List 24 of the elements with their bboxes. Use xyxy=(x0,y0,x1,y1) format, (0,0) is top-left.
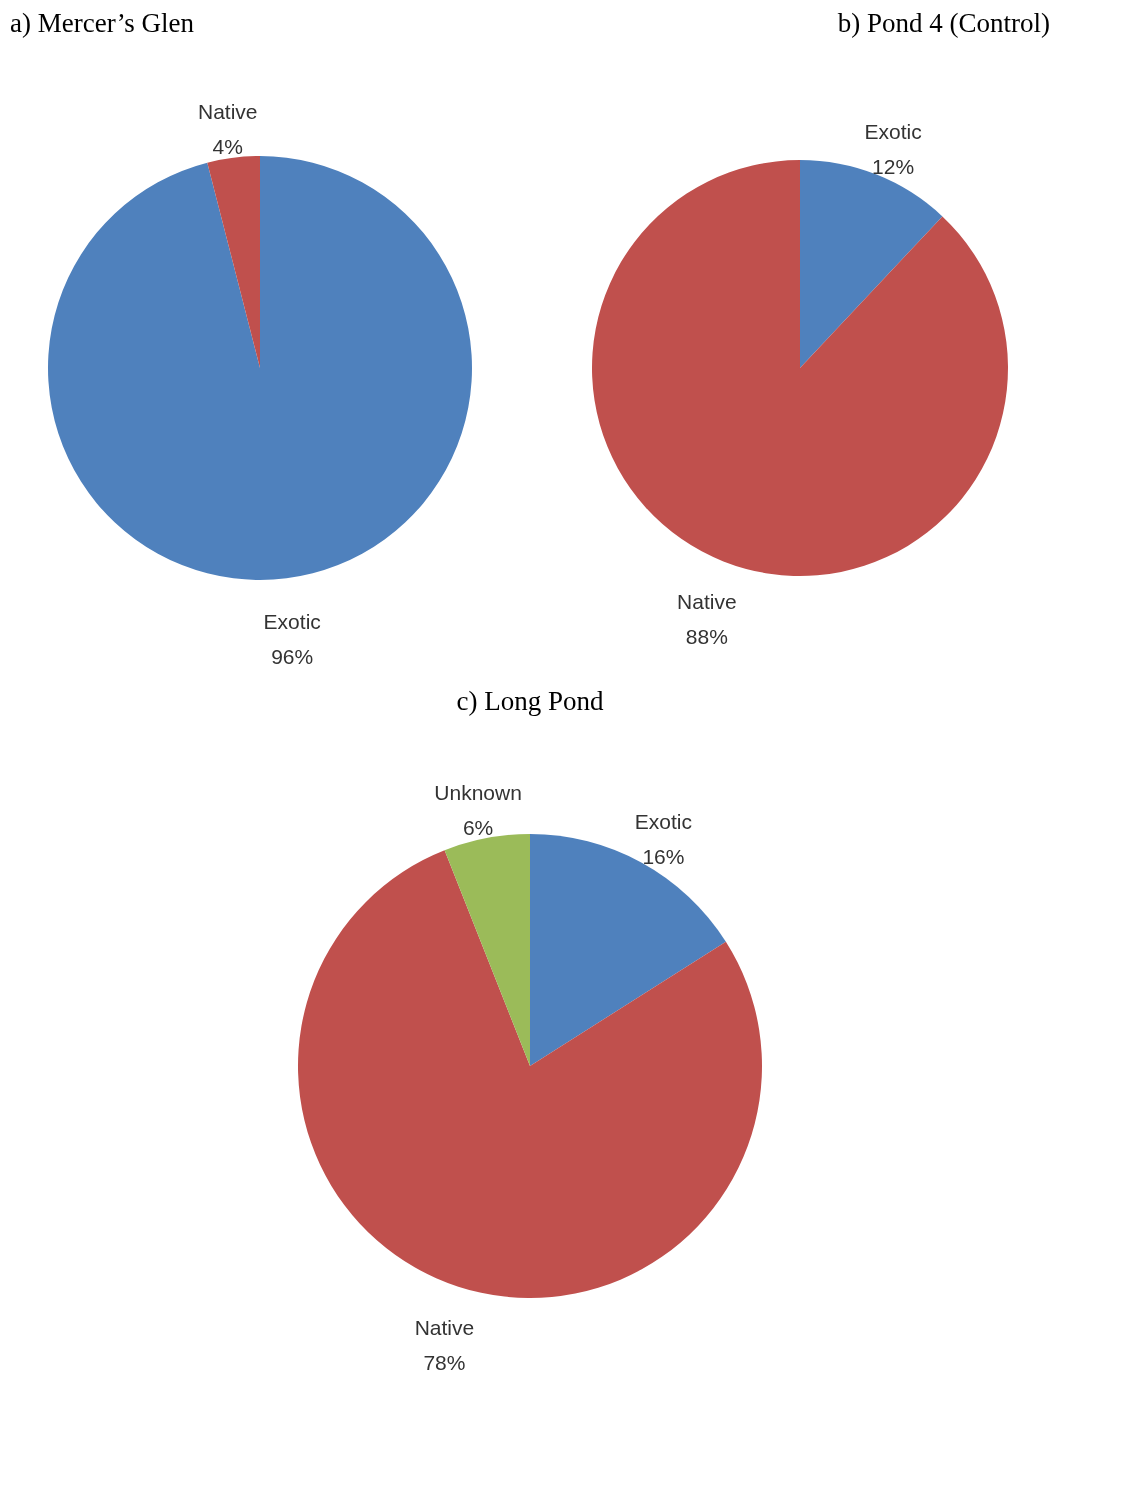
slice-label: Unknown xyxy=(434,780,522,804)
pie-slice xyxy=(444,834,530,1066)
pie-slice xyxy=(592,160,1008,576)
data-label: 4% xyxy=(212,135,243,159)
pie-slice xyxy=(207,156,260,368)
pie-slice xyxy=(530,834,726,1066)
chart-title: b) Pond 4 (Control) xyxy=(837,8,1050,38)
pie-slice xyxy=(298,850,762,1298)
data-label: 12% xyxy=(872,154,915,178)
slice-label: Native xyxy=(198,100,258,124)
slice-label: Exotic xyxy=(864,119,922,143)
slice-label: Native xyxy=(677,590,737,614)
slice-label: Exotic xyxy=(263,609,321,633)
data-label: 78% xyxy=(423,1351,466,1375)
pie-slice xyxy=(48,156,472,580)
data-label: 16% xyxy=(642,845,685,869)
data-label: 6% xyxy=(462,815,494,839)
slice-label: Exotic xyxy=(634,810,693,834)
slice-label: Native xyxy=(414,1316,475,1340)
data-label: 88% xyxy=(685,625,728,649)
chart-title: c) Long Pond xyxy=(456,686,604,716)
data-label: 96% xyxy=(271,644,314,668)
chart-title: a) Mercer’s Glen xyxy=(10,8,195,38)
pie-slice xyxy=(800,160,943,368)
